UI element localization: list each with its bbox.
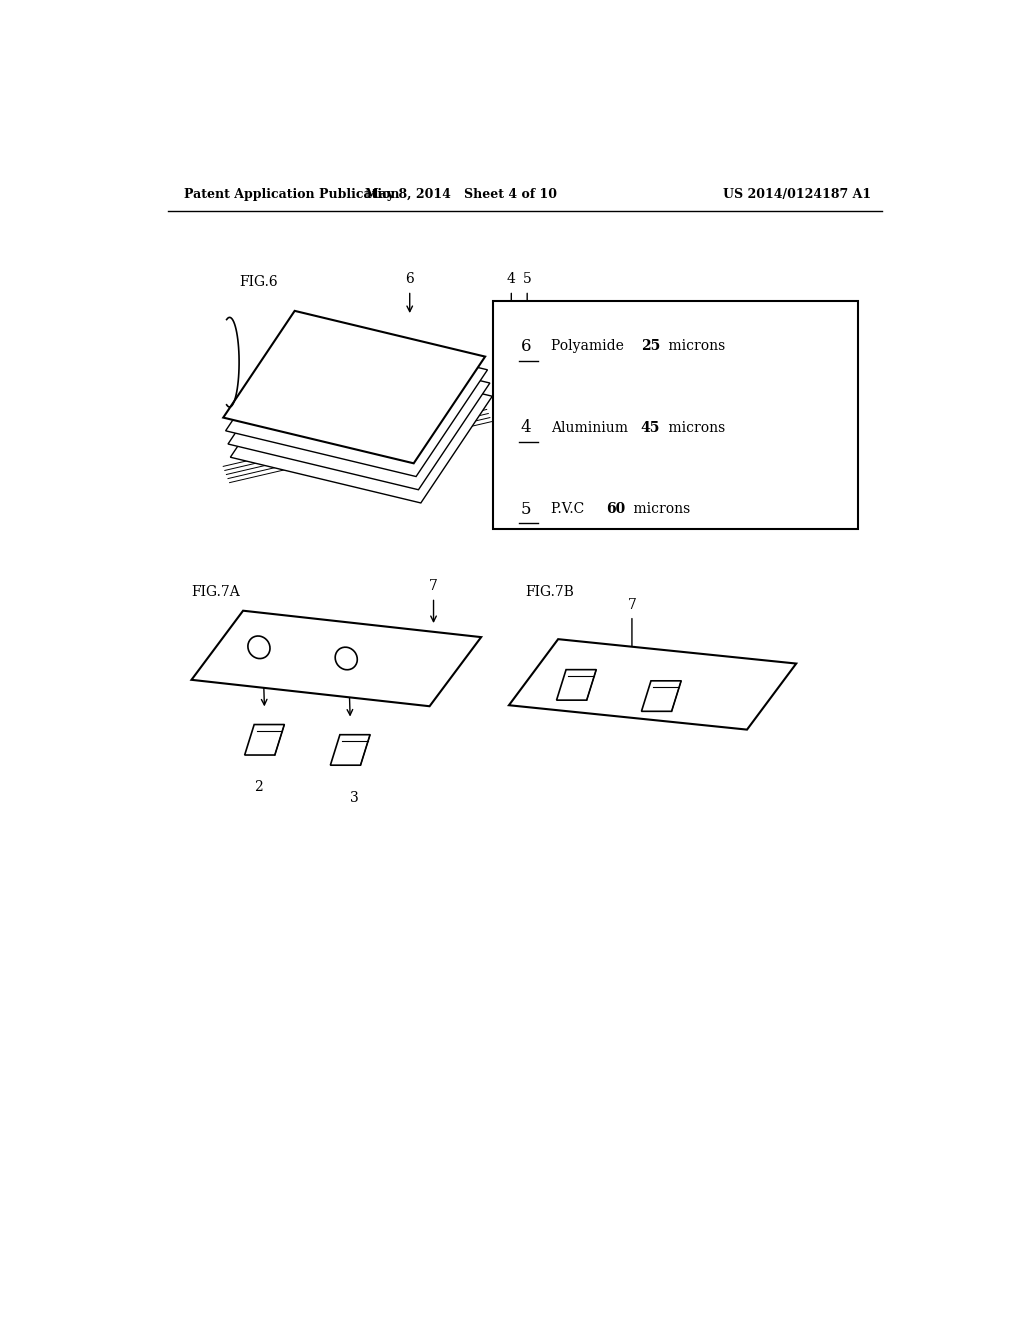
Text: FIG.7A: FIG.7A [191,585,241,599]
Polygon shape [230,351,493,503]
Text: Polyamide: Polyamide [551,339,629,354]
Ellipse shape [335,647,357,669]
Text: 60: 60 [606,502,625,516]
Polygon shape [641,681,681,711]
Polygon shape [228,338,489,490]
Text: Aluminium: Aluminium [551,421,633,434]
Polygon shape [509,639,797,730]
Text: May 8, 2014   Sheet 4 of 10: May 8, 2014 Sheet 4 of 10 [366,189,557,202]
Text: microns: microns [629,502,690,516]
Text: P.V.C: P.V.C [551,502,589,516]
Polygon shape [245,725,285,755]
Text: US 2014/0124187 A1: US 2014/0124187 A1 [723,189,871,202]
Text: 45: 45 [641,421,660,434]
Text: FIG.7B: FIG.7B [524,585,573,599]
Text: 6: 6 [521,338,531,355]
Polygon shape [191,611,481,706]
Text: microns: microns [664,339,725,354]
Text: 3: 3 [350,791,358,805]
Ellipse shape [248,636,270,659]
Text: 25: 25 [641,339,659,354]
Text: 5: 5 [521,500,531,517]
Text: 6: 6 [406,272,414,286]
Text: 5: 5 [523,272,531,286]
Polygon shape [556,669,596,700]
Text: 4: 4 [521,420,531,436]
Polygon shape [225,325,487,477]
Text: 7: 7 [429,579,438,594]
Text: FIG.6: FIG.6 [240,276,278,289]
Polygon shape [331,735,370,766]
Text: 2: 2 [254,780,262,795]
Text: 4: 4 [507,272,516,286]
Text: Patent Application Publication: Patent Application Publication [183,189,399,202]
FancyBboxPatch shape [494,301,858,529]
Polygon shape [223,312,485,463]
Text: 7: 7 [628,598,636,611]
Text: microns: microns [664,421,725,434]
